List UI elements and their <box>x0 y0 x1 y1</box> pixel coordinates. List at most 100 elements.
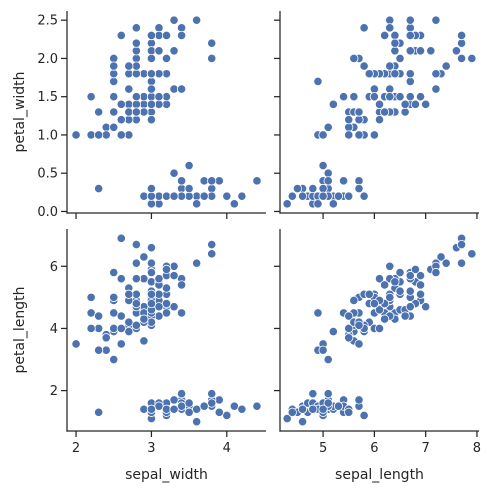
data-point <box>124 61 134 71</box>
data-point <box>109 76 119 86</box>
data-point <box>146 404 157 414</box>
data-point <box>184 407 194 417</box>
y-axis-label: petal_length <box>12 286 28 373</box>
data-point <box>364 69 374 79</box>
data-point <box>176 30 187 41</box>
data-point <box>349 295 359 306</box>
data-point <box>318 404 328 414</box>
data-point <box>109 53 119 64</box>
data-point <box>146 38 157 48</box>
data-point <box>405 92 415 102</box>
data-point <box>207 183 217 194</box>
data-point <box>395 53 405 64</box>
data-point <box>344 130 354 140</box>
data-point <box>161 308 172 318</box>
data-point <box>308 404 318 414</box>
data-point <box>161 264 172 274</box>
data-point <box>344 191 354 201</box>
data-point <box>86 308 96 318</box>
data-point <box>139 252 149 262</box>
data-point <box>146 76 157 86</box>
data-point <box>154 401 164 411</box>
data-point <box>146 69 157 79</box>
data-point <box>369 84 379 94</box>
y-tick-label: 6 <box>50 260 58 275</box>
data-point <box>229 401 239 411</box>
data-point <box>328 326 338 337</box>
data-point <box>344 323 354 334</box>
data-point <box>354 183 364 194</box>
data-point <box>431 84 441 94</box>
data-point <box>405 69 415 79</box>
data-point <box>131 69 141 79</box>
data-point <box>109 61 119 71</box>
data-point <box>116 339 126 349</box>
data-point <box>116 99 126 109</box>
data-point <box>405 286 415 296</box>
data-point <box>207 239 217 250</box>
data-point <box>131 61 141 71</box>
data-point <box>415 46 426 56</box>
data-point <box>146 191 157 201</box>
data-point <box>146 267 157 278</box>
data-point <box>184 183 194 194</box>
y-tick-label: 4 <box>50 322 58 337</box>
data-point <box>222 191 232 201</box>
data-point <box>146 183 157 194</box>
data-point <box>124 326 134 337</box>
data-point <box>308 389 318 399</box>
data-point <box>456 30 467 41</box>
data-point <box>359 410 369 421</box>
data-point <box>344 333 354 343</box>
data-point <box>199 401 209 411</box>
data-point <box>369 92 379 102</box>
data-point <box>292 183 303 194</box>
data-point <box>131 258 141 268</box>
data-point <box>374 115 385 125</box>
data-point <box>456 38 467 48</box>
data-point <box>109 292 119 302</box>
data-point <box>131 320 141 330</box>
data-point <box>237 191 247 201</box>
data-point <box>323 354 333 365</box>
data-point <box>94 107 104 117</box>
y-tick-label: 0.0 <box>37 205 58 220</box>
data-point <box>359 191 369 201</box>
y-tick-label: 1.0 <box>37 128 58 143</box>
data-point <box>313 76 323 86</box>
data-point <box>354 320 364 330</box>
data-point <box>467 53 477 64</box>
data-point <box>207 398 217 408</box>
data-point <box>237 404 247 414</box>
data-point <box>131 289 141 299</box>
data-point <box>421 99 431 109</box>
data-point <box>207 176 217 186</box>
data-point <box>192 404 202 414</box>
data-point <box>184 160 194 171</box>
data-point <box>161 30 172 41</box>
data-point <box>109 122 119 132</box>
data-point <box>297 191 308 201</box>
x-tick-label: 7 <box>422 441 430 456</box>
data-point <box>287 407 297 417</box>
data-point <box>431 69 441 79</box>
data-point <box>169 302 179 312</box>
y-tick-label: 2.0 <box>37 52 58 67</box>
data-point <box>146 99 157 109</box>
data-point <box>146 46 157 56</box>
data-point <box>154 92 164 102</box>
data-point <box>436 252 446 262</box>
data-point <box>154 311 164 321</box>
data-point <box>328 199 338 209</box>
data-point <box>124 99 134 109</box>
data-point <box>146 53 157 64</box>
data-point <box>161 283 172 293</box>
data-point <box>369 298 379 309</box>
data-point <box>410 99 420 109</box>
data-point <box>176 23 187 33</box>
data-point <box>456 258 467 268</box>
data-point <box>405 76 415 86</box>
data-point <box>390 30 400 41</box>
x-tick-label: 8 <box>473 441 481 456</box>
data-point <box>124 317 134 327</box>
